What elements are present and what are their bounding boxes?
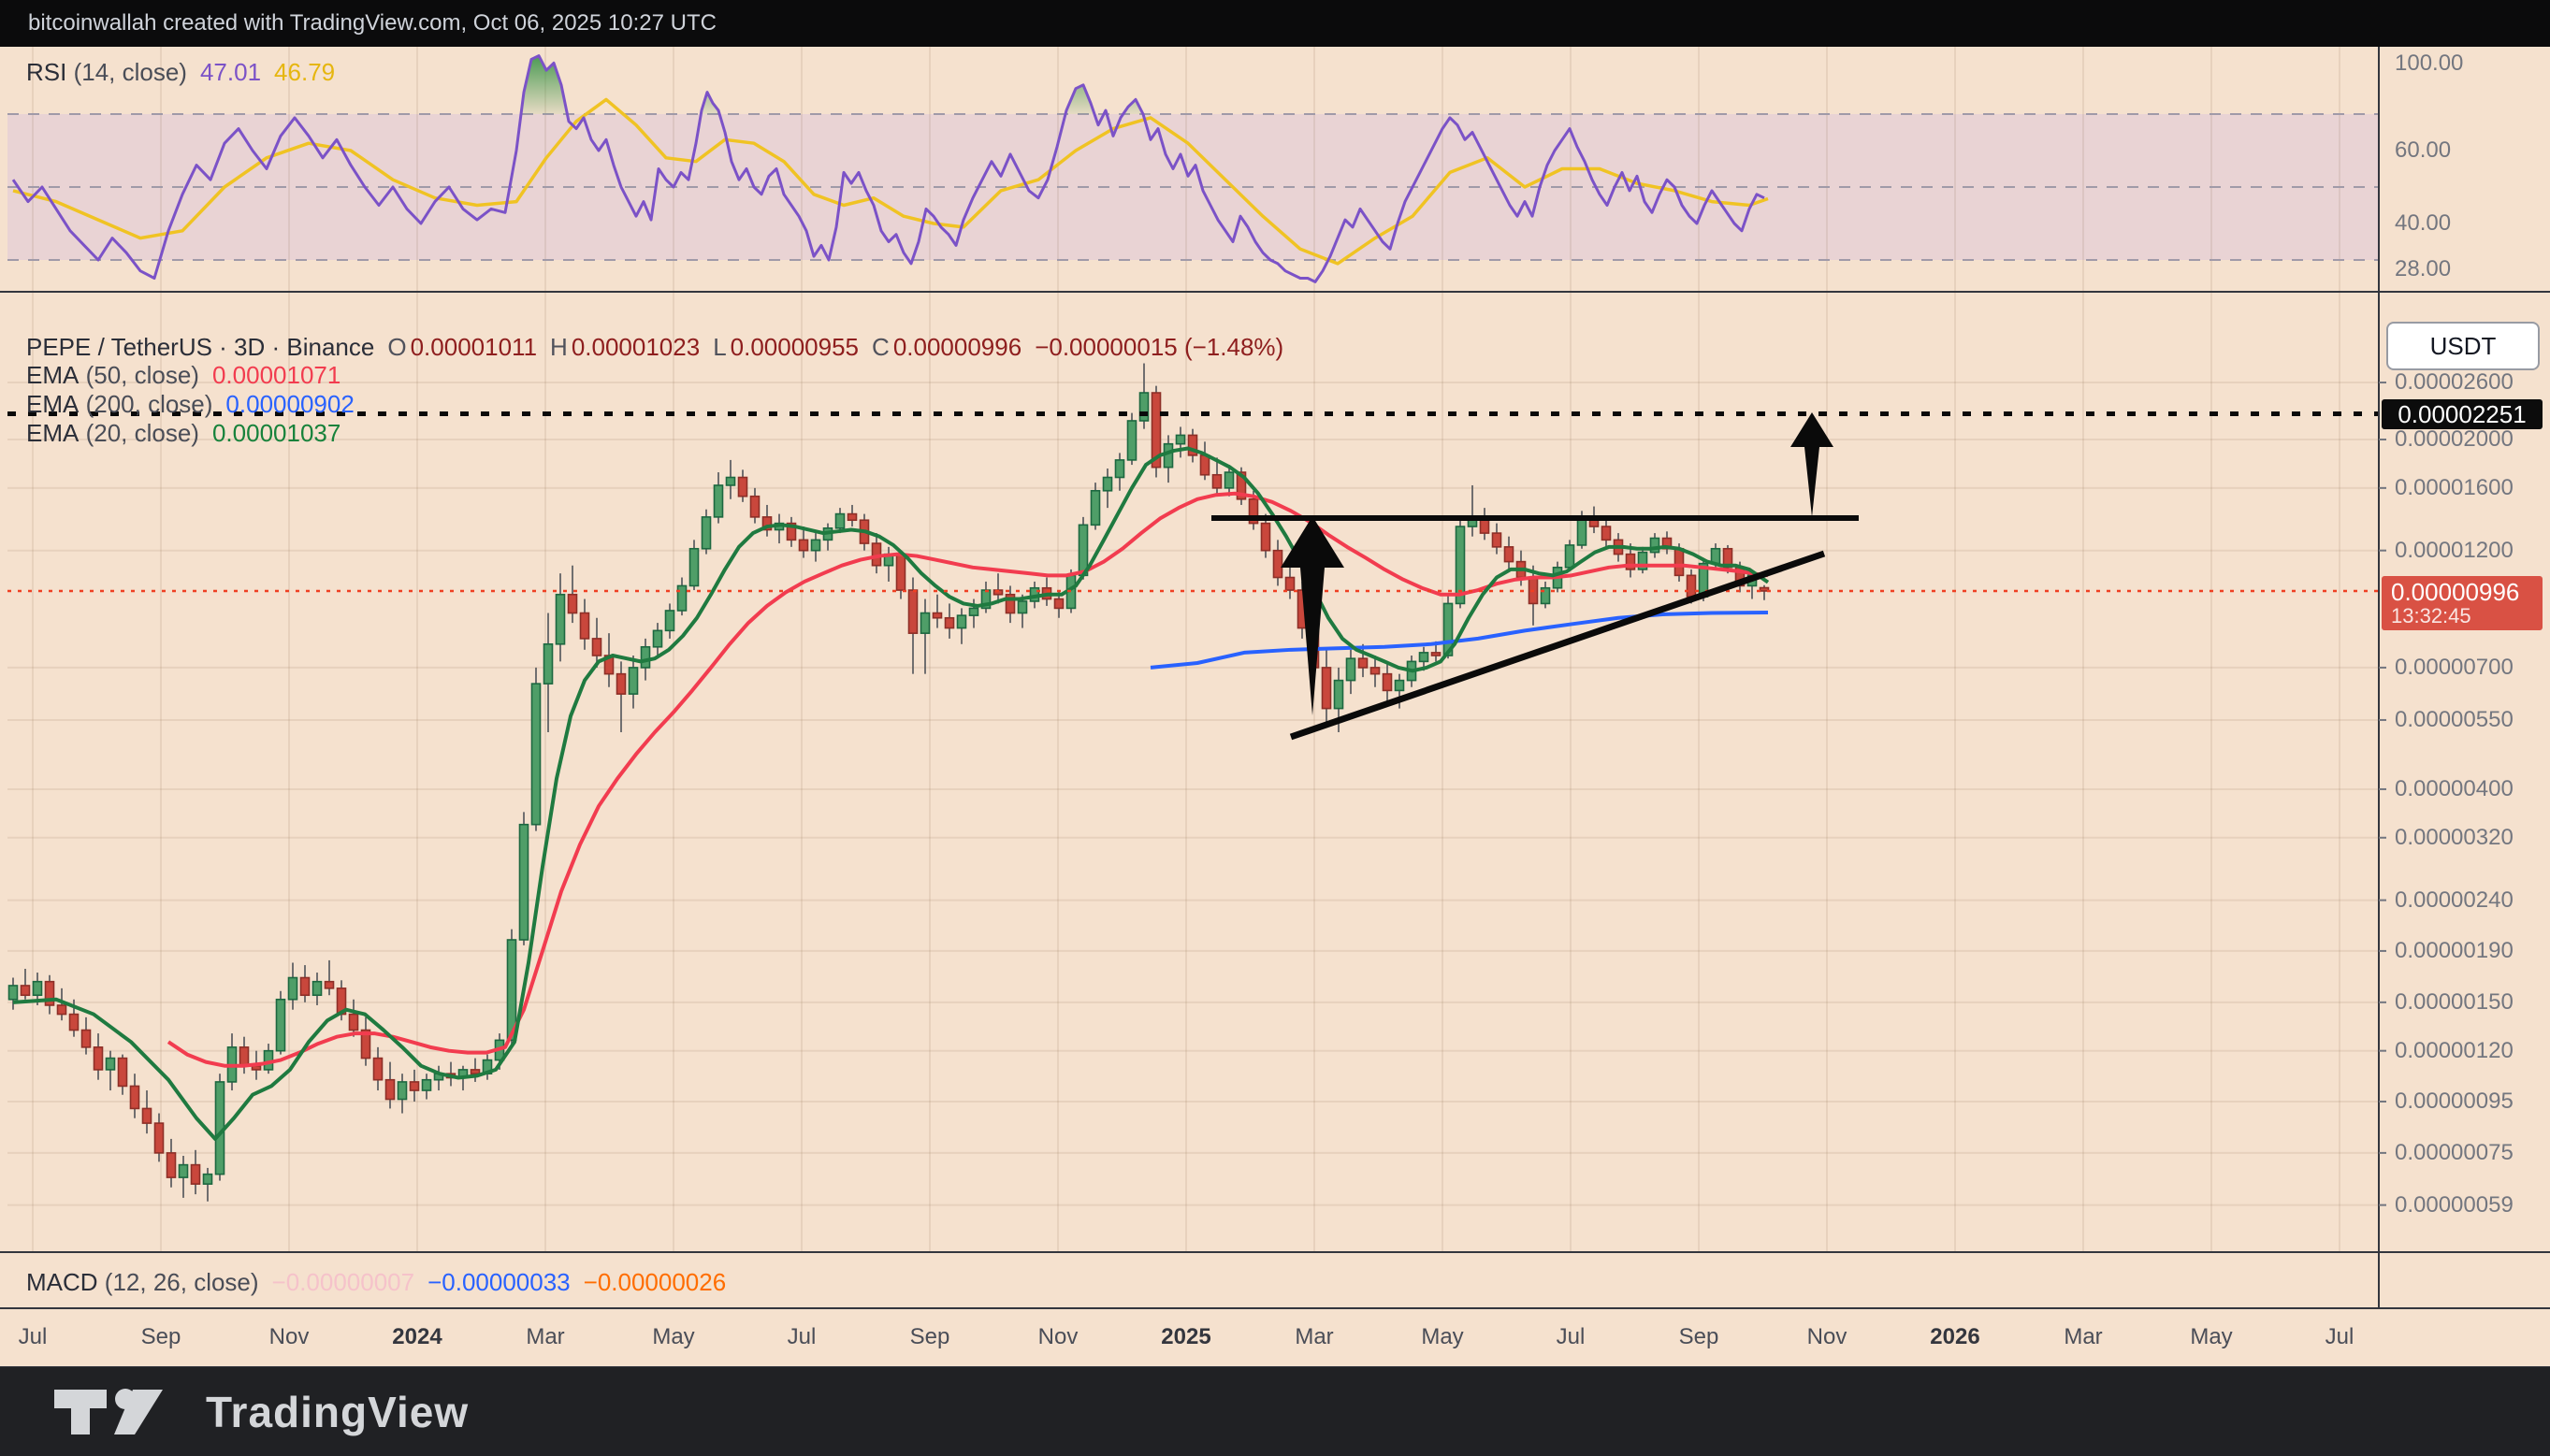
ema200-value: 0.00000902 [225, 390, 355, 418]
price-scale-label: 0.00000150 [2395, 989, 2514, 1015]
symbol-title: PEPE / TetherUS · 3D · Binance [26, 333, 375, 361]
macd-value: −0.00000033 [427, 1268, 571, 1296]
change-value: −0.00000015 (−1.48%) [1035, 333, 1284, 361]
footer-bar: TradingView [0, 1367, 2550, 1456]
time-axis-label: Nov [1037, 1324, 1079, 1349]
price-scale-label: 0.00000095 [2395, 1088, 2514, 1114]
tradingview-logo-text: TradingView [206, 1387, 470, 1436]
time-axis-label: Jul [2325, 1324, 2354, 1349]
rsi-scale-label: 40.00 [2395, 210, 2452, 236]
attribution-bar: bitcoinwallah created with TradingView.c… [0, 0, 2550, 47]
ema50-legend: EMA (50, close) 0.00001071 [26, 361, 341, 389]
macd-signal-value: −0.00000026 [583, 1268, 727, 1296]
price-scale-label: 0.00000075 [2395, 1140, 2514, 1165]
rsi-value: 47.01 [199, 58, 262, 86]
time-axis-label: Mar [1295, 1324, 1334, 1349]
ohlc-close: C 0.00000996 [872, 333, 1022, 361]
time-axis-label: Mar [2064, 1324, 2103, 1349]
price-scale-label: 0.00001600 [2395, 475, 2514, 500]
alert-price-tag: 0.00002251 [2382, 399, 2543, 429]
time-axis-label: Mar [526, 1324, 565, 1349]
rsi-scale-label: 60.00 [2395, 137, 2452, 163]
time-axis-label: Jul [1556, 1324, 1586, 1349]
rsi-legend-title: RSI (14, close) [26, 58, 187, 86]
time-axis-label: 2024 [392, 1324, 442, 1349]
rsi-scale-label: 28.00 [2395, 256, 2452, 281]
price-scale-label: 0.00000120 [2395, 1038, 2514, 1063]
ema20-value: 0.00001037 [211, 419, 341, 447]
price-scale-label: 0.00002000 [2395, 426, 2514, 452]
time-axis-label: Sep [909, 1324, 950, 1349]
time-axis-label: Nov [268, 1324, 310, 1349]
tradingview-logo-icon [54, 1388, 163, 1434]
rsi-signal-value: 46.79 [274, 58, 336, 86]
macd-hist-value: −0.00000007 [271, 1268, 415, 1296]
symbol-legend: PEPE / TetherUS · 3D · Binance O 0.000010… [26, 333, 1283, 362]
time-axis-label: 2026 [1930, 1324, 1980, 1349]
price-scale-label: 0.00001200 [2395, 538, 2514, 563]
time-axis-label: Sep [1678, 1324, 1719, 1349]
ema50-value: 0.00001071 [211, 361, 341, 389]
time-axis-label: Jul [787, 1324, 817, 1349]
time-axis-label: 2025 [1161, 1324, 1211, 1349]
last-price-tag: 0.00000996 13:32:45 [2382, 576, 2543, 630]
time-axis-label: Nov [1806, 1324, 1847, 1349]
time-axis-label: May [1421, 1324, 1464, 1349]
price-scale-label: 0.00000550 [2395, 707, 2514, 732]
ohlc-open: O 0.00001011 [387, 333, 538, 361]
price-scale-label: 0.00000320 [2395, 825, 2514, 850]
currency-toggle-button[interactable]: USDT [2386, 322, 2540, 370]
price-scale-label: 0.00002600 [2395, 369, 2514, 395]
ohlc-low: L 0.00000955 [713, 333, 860, 361]
time-axis-label: May [652, 1324, 695, 1349]
ohlc-high: H 0.00001023 [550, 333, 701, 361]
time-axis[interactable] [0, 1308, 2550, 1367]
attribution-text: bitcoinwallah created with TradingView.c… [28, 10, 717, 36]
bar-countdown: 13:32:45 [2391, 604, 2471, 627]
time-axis-label: Jul [18, 1324, 48, 1349]
ema20-legend: EMA (20, close) 0.00001037 [26, 419, 341, 447]
macd-legend: MACD (12, 26, close) −0.00000007 −0.0000… [26, 1268, 727, 1296]
price-scale-label: 0.00000059 [2395, 1192, 2514, 1218]
rsi-legend: RSI (14, close) 47.01 46.79 [26, 58, 335, 87]
price-scale-label: 0.00000240 [2395, 887, 2514, 913]
time-axis-label: May [2190, 1324, 2233, 1349]
ema200-legend: EMA (200, close) 0.00000902 [26, 390, 355, 418]
rsi-scale-label: 100.00 [2395, 50, 2464, 76]
price-scale-label: 0.00000700 [2395, 655, 2514, 680]
price-scale-label: 0.00000190 [2395, 938, 2514, 963]
price-scale-label: 0.00000400 [2395, 776, 2514, 801]
time-axis-label: Sep [140, 1324, 181, 1349]
last-price-value: 0.00000996 [2391, 578, 2520, 606]
